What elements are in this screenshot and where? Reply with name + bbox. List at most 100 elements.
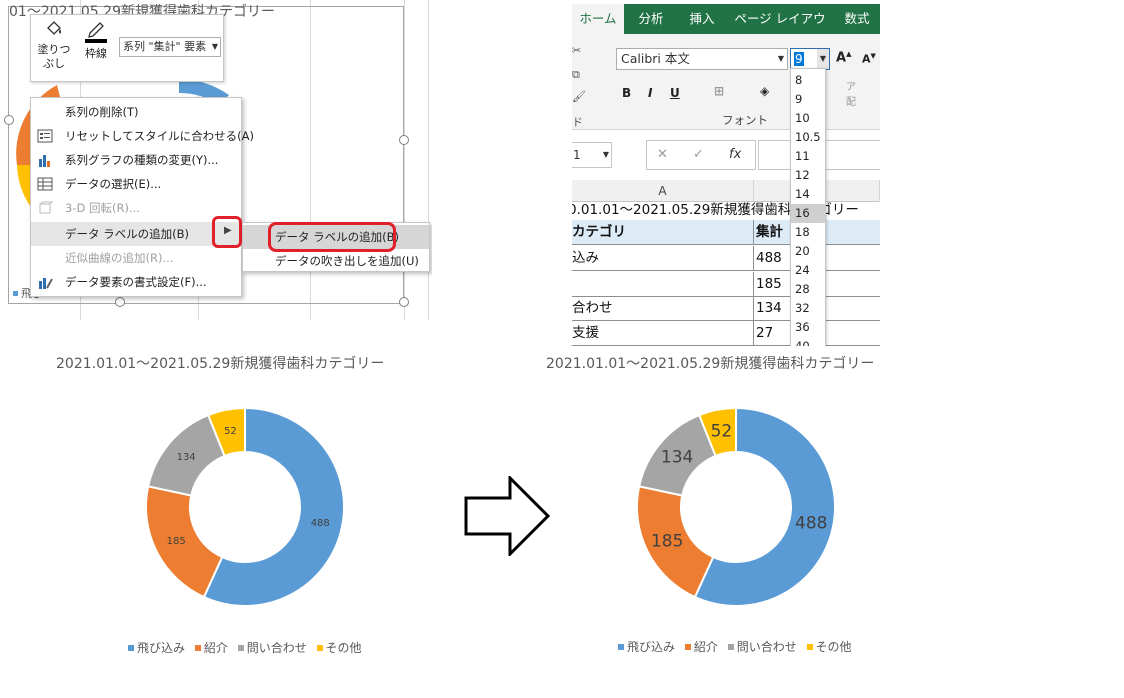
table-row[interactable]: 185	[572, 272, 880, 297]
resize-handle[interactable]	[115, 297, 125, 307]
menu-item-reset-style[interactable]: リセットしてスタイルに合わせる(A)	[31, 124, 254, 148]
data-label-1: 488	[795, 513, 827, 533]
font-size-option[interactable]: 28	[795, 282, 810, 296]
submenu-item-add-data-callouts[interactable]: データの吹き出しを追加(U)	[243, 249, 429, 273]
table-row[interactable]: 合わせ 134	[572, 296, 880, 321]
donut-chart-before[interactable]: 488 185 134 52	[130, 392, 360, 622]
column-header-a[interactable]: A	[572, 180, 754, 202]
cell-total[interactable]: 488	[756, 250, 782, 266]
resize-handle[interactable]	[399, 135, 409, 145]
menu-item-label: 系列グラフの種類の変更(Y)...	[65, 153, 219, 167]
cell-category[interactable]: 込み	[572, 246, 754, 271]
font-size-select[interactable]: 9 ▼	[790, 48, 830, 70]
font-size-option[interactable]: 10.5	[795, 130, 821, 144]
menu-item-label: 近似曲線の追加(R)...	[65, 251, 174, 265]
table-row[interactable]: 支援 27	[572, 321, 880, 346]
tab-home[interactable]: ホーム	[572, 4, 624, 34]
cell-category[interactable]: カテゴリ	[572, 220, 754, 245]
cell-category[interactable]: 支援	[572, 321, 754, 346]
legend-item: 紹介	[194, 639, 228, 656]
scissors-icon[interactable]: ✂	[572, 44, 582, 57]
cancel-icon[interactable]: ✕	[657, 147, 668, 162]
font-size-option-highlighted[interactable]: 16	[791, 204, 825, 223]
chart-context-menu-screenshot: 01〜2021.05.29新規獲得歯科カテゴリー 飛び 塗りつ ぶし 枠線	[0, 0, 432, 320]
menu-item-delete-series[interactable]: 系列の削除(T)	[31, 100, 241, 124]
font-size-option[interactable]: 36	[795, 320, 810, 334]
font-size-option[interactable]: 14	[795, 187, 810, 201]
menu-item-3d-rotation: 3-D 回転(R)...	[31, 196, 241, 220]
tab-page-layout[interactable]: ページ レイアウト	[734, 11, 826, 56]
menu-item-add-data-labels[interactable]: データ ラベルの追加(B)	[31, 222, 241, 246]
donut-slice-1[interactable]	[693, 406, 836, 607]
menu-item-format-data-point[interactable]: データ要素の書式設定(F)...	[31, 270, 241, 294]
legend-swatch	[618, 644, 624, 650]
cell-total[interactable]: 集計	[756, 224, 783, 240]
font-name-select[interactable]: Calibri 本文 ▼	[616, 48, 788, 70]
menu-item-label: データ要素の書式設定(F)...	[65, 275, 207, 289]
legend-item: 問い合わせ	[237, 639, 307, 656]
copy-icon[interactable]: ⧉	[572, 68, 580, 81]
donut-chart-after[interactable]: 488 185 134 52	[621, 392, 851, 622]
context-menu: 系列の削除(T) リセットしてスタイルに合わせる(A) 系列グラフの種類の変更(…	[30, 97, 254, 297]
table-row[interactable]: カテゴリ 集計	[572, 220, 880, 245]
cell-category[interactable]	[572, 272, 754, 297]
data-label-4: 52	[224, 426, 237, 437]
cell-total[interactable]: 134	[756, 300, 782, 316]
sheet-title-cell[interactable]: 0.01.01〜2021.05.29新規獲得歯科カテゴリー	[572, 202, 859, 218]
donut-slice-4[interactable]	[206, 406, 246, 458]
resize-handle[interactable]	[4, 115, 14, 125]
menu-item-change-chart-type[interactable]: 系列グラフの種類の変更(Y)...	[31, 148, 241, 172]
decrease-font-size-button[interactable]: A▼	[862, 52, 876, 66]
chevron-down-icon: ▼	[777, 54, 784, 63]
tab-formulas[interactable]: 数式	[844, 11, 870, 26]
format-painter-icon[interactable]: 🖌	[572, 90, 586, 103]
outline-label: 枠線	[85, 47, 107, 60]
submenu-item-highlight	[268, 222, 396, 252]
cell-total[interactable]: 185	[756, 276, 782, 292]
font-size-option[interactable]: 18	[795, 225, 810, 239]
menu-item-select-data[interactable]: データの選択(E)...	[31, 172, 241, 196]
series-select-dropdown[interactable]: 系列 "集計" 要素 ▼	[119, 37, 221, 57]
fill-button[interactable]: 塗りつ ぶし	[35, 19, 73, 71]
underline-button[interactable]: U	[670, 86, 680, 100]
font-size-option[interactable]: 32	[795, 301, 810, 315]
font-size-option[interactable]: 12	[795, 168, 810, 182]
data-label-4: 52	[711, 421, 733, 441]
chevron-down-icon: ▼	[602, 150, 609, 159]
legend-swatch	[128, 645, 134, 651]
resize-handle[interactable]	[399, 297, 409, 307]
legend-label: 紹介	[693, 640, 718, 654]
increase-font-size-button[interactable]: A▲	[836, 50, 852, 66]
italic-button[interactable]: I	[648, 86, 653, 100]
donut-slice-1[interactable]	[202, 406, 345, 607]
font-size-option[interactable]: 11	[795, 149, 810, 163]
bold-button[interactable]: B	[622, 86, 632, 100]
insert-function-button[interactable]: fx	[729, 147, 742, 162]
pen-outline-icon	[85, 22, 107, 43]
legend-label: 問い合わせ	[246, 641, 307, 655]
fill-color-icon[interactable]: ◈	[760, 84, 770, 98]
font-size-option[interactable]: 10	[795, 111, 810, 125]
legend-label: 紹介	[203, 641, 228, 655]
name-box[interactable]: 1 ▼	[572, 142, 612, 168]
paint-bucket-icon	[47, 21, 61, 35]
donut-slice-4[interactable]	[697, 406, 737, 458]
font-size-option[interactable]: 20	[795, 244, 810, 258]
borders-icon[interactable]: ⊞	[714, 84, 725, 98]
submenu-arrow-highlight[interactable]: ▶	[212, 216, 242, 248]
font-size-option[interactable]: 24	[795, 263, 810, 277]
tab-insert[interactable]: 挿入	[689, 11, 715, 26]
confirm-icon[interactable]: ✓	[693, 147, 704, 162]
alignment-group-stub: ア 配	[846, 82, 856, 108]
table-row[interactable]: 込み 488	[572, 246, 880, 271]
cell-total[interactable]: 27	[756, 325, 774, 341]
arrow-right-icon	[464, 476, 551, 556]
legend-swatch	[806, 644, 813, 650]
font-size-option[interactable]: 40	[795, 339, 810, 346]
font-size-option[interactable]: 8	[795, 73, 803, 87]
font-size-dropdown-list: 8 9 10 10.5 11 12 14 16 18 20 24 28 32 3…	[790, 68, 826, 346]
tab-analyze[interactable]: 分析	[638, 11, 664, 26]
cell-category[interactable]: 合わせ	[572, 296, 754, 321]
font-size-option[interactable]: 9	[795, 92, 803, 106]
outline-button[interactable]: 枠線	[77, 19, 115, 61]
